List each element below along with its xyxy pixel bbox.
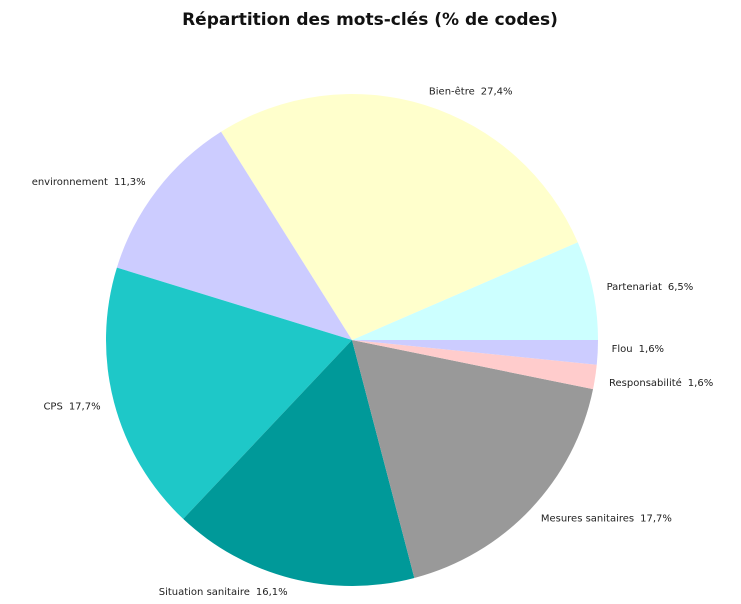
slice-category: Mesures sanitaires — [541, 514, 634, 525]
slice-value: 17,7% — [640, 514, 672, 525]
slice-label: Flou 1,6% — [612, 344, 664, 355]
slice-label: CPS 17,7% — [43, 401, 100, 412]
pie-slice — [352, 242, 598, 340]
pie-slice — [116, 131, 352, 340]
slice-label: Partenariat 6,5% — [607, 282, 694, 293]
slice-value: 27,4% — [481, 87, 513, 98]
chart-title: Répartition des mots-clés (% de codes) — [182, 10, 558, 30]
slice-category: Bien-être — [429, 86, 475, 98]
pie-slice — [221, 94, 578, 340]
slice-label: environnement 11,3% — [32, 177, 146, 188]
slice-label: Bien-être 27,4% — [429, 86, 513, 98]
pie-slice — [352, 340, 598, 365]
pie-slice — [352, 340, 597, 390]
slice-label: Responsabilité 1,6% — [609, 377, 713, 389]
slice-category: environnement — [32, 177, 108, 188]
pie-slice — [352, 340, 594, 578]
slice-label: Mesures sanitaires 17,7% — [541, 514, 672, 525]
slice-value: 6,5% — [668, 282, 693, 293]
slice-value: 1,6% — [639, 344, 664, 355]
slice-value: 1,6% — [688, 378, 713, 389]
slice-category: Flou — [612, 344, 633, 355]
slice-value: 16,1% — [256, 587, 288, 598]
slice-value: 17,7% — [69, 401, 101, 412]
pie-slice — [183, 340, 415, 586]
slice-label: Situation sanitaire 16,1% — [159, 587, 288, 598]
slice-category: Responsabilité — [609, 377, 682, 389]
slice-category: Situation sanitaire — [159, 587, 250, 598]
slice-category: CPS — [43, 401, 62, 412]
slice-value: 11,3% — [114, 177, 146, 188]
pie-slice — [105, 267, 352, 519]
slice-category: Partenariat — [607, 282, 662, 293]
